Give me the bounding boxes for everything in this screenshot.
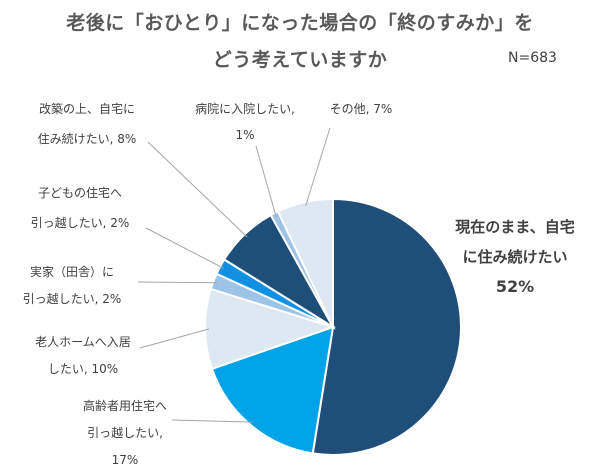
slice-label: 実家（田舎）に xyxy=(30,264,114,279)
slice-label: その他, 7% xyxy=(330,102,393,116)
slice-label: 現在のまま、自宅 xyxy=(455,218,574,236)
slice-label: 1% xyxy=(235,128,254,142)
leader-line xyxy=(171,419,254,423)
leader-line xyxy=(145,227,224,269)
slice-label: 住み続けたい, 8% xyxy=(38,132,137,146)
slice-label: 病院に入院したい, xyxy=(195,101,295,116)
slice-label: に住み続けたい xyxy=(462,248,567,266)
leader-line xyxy=(305,127,331,207)
pie-slice xyxy=(311,197,462,456)
slice-label: 改築の上、自宅に xyxy=(39,101,135,116)
chart-title-line2: どう考えていますか xyxy=(212,49,388,71)
slice-label: 老人ホームへ入居 xyxy=(35,335,131,349)
leader-line xyxy=(139,328,209,349)
slice-label: 高齢者用住宅へ xyxy=(83,398,167,413)
slice-label: 17% xyxy=(112,453,139,467)
slice-label: 引っ越したい, xyxy=(87,426,163,440)
pie-slice xyxy=(276,197,334,328)
slice-label: 引っ越したい, 2% xyxy=(31,216,130,230)
slice-label: したい, 10% xyxy=(48,362,118,376)
slice-label: 子どもの住宅へ xyxy=(38,185,122,200)
slice-label: 52% xyxy=(496,277,534,296)
leader-line xyxy=(147,141,248,238)
leader-line xyxy=(255,145,277,217)
slice-label: 引っ越したい, 2% xyxy=(23,292,122,306)
sample-size-label: N=683 xyxy=(508,50,557,66)
leader-line xyxy=(137,281,218,284)
chart-title-line1: 老後に「おひとり」になった場合の「終のすみか」を xyxy=(66,12,534,34)
pie-slice xyxy=(204,287,337,371)
